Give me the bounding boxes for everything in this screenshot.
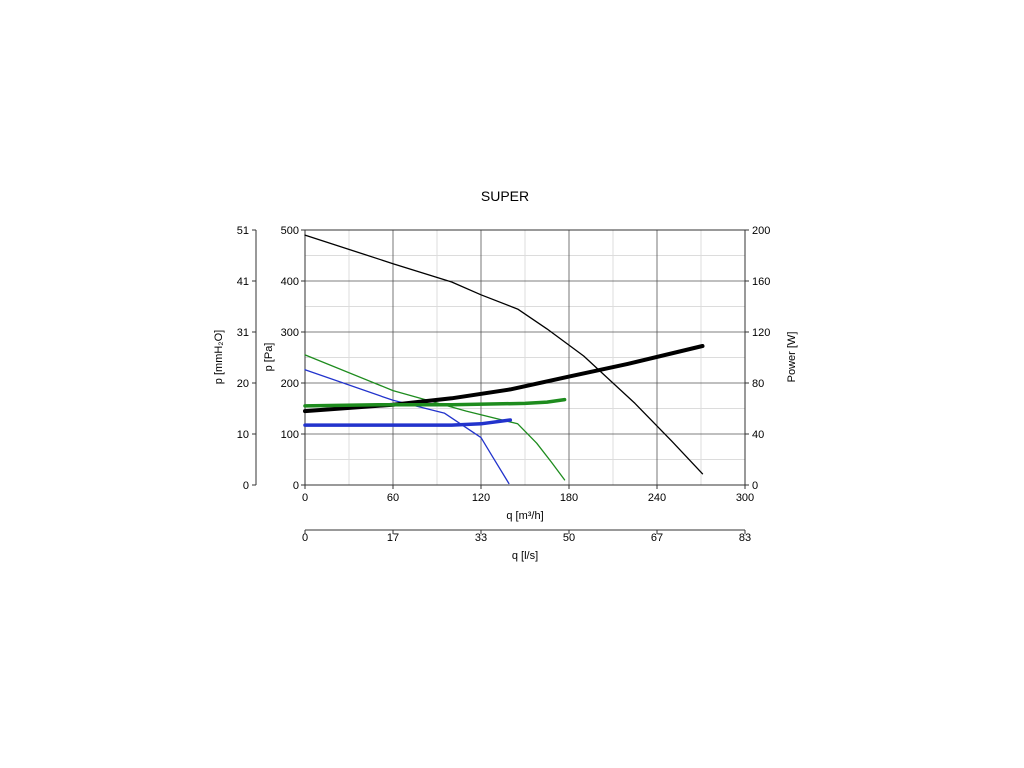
y3-tick-label: 80 xyxy=(752,378,764,390)
y2-tick-label: 0 xyxy=(243,480,249,492)
x-tick-label: 180 xyxy=(560,492,578,504)
y-tick-label: 200 xyxy=(281,378,299,390)
power-curve-6 xyxy=(303,418,513,427)
y2-tick-label: 51 xyxy=(237,225,249,237)
y3-axis-title: Power [W] xyxy=(786,332,798,383)
x2-tick-label: 17 xyxy=(387,532,399,544)
x2-tick-label: 67 xyxy=(651,532,663,544)
y3-tick-label: 200 xyxy=(752,225,770,237)
x-tick-label: 60 xyxy=(387,492,399,504)
power-curve-5 xyxy=(303,397,567,408)
x2-tick-label: 83 xyxy=(739,532,751,544)
chart-title: SUPER xyxy=(481,188,529,204)
y3-tick-label: 160 xyxy=(752,276,770,288)
x2-tick-label: 0 xyxy=(302,532,308,544)
x-tick-label: 0 xyxy=(302,492,308,504)
x-tick-label: 120 xyxy=(472,492,490,504)
y-tick-label: 0 xyxy=(293,480,299,492)
y-tick-label: 300 xyxy=(281,327,299,339)
x2-tick-label: 50 xyxy=(563,532,575,544)
y-tick-label: 500 xyxy=(281,225,299,237)
minor-grid xyxy=(305,230,745,485)
plot-frame xyxy=(304,229,746,486)
y3-tick-label: 0 xyxy=(752,480,758,492)
x-tick-label: 240 xyxy=(648,492,666,504)
pressure-curve-2 xyxy=(304,354,566,481)
y2-axis-title: p [mmH₂O] xyxy=(213,330,225,384)
x2-axis-title: q [l/s] xyxy=(512,550,538,562)
y-axis-title: p [Pa] xyxy=(263,343,275,372)
x2-tick-label: 33 xyxy=(475,532,487,544)
y3-tick-label: 40 xyxy=(752,429,764,441)
pressure-curve-1 xyxy=(304,234,704,475)
series-layer xyxy=(303,234,705,485)
y-tick-label: 400 xyxy=(281,276,299,288)
y2-tick-label: 10 xyxy=(237,429,249,441)
x-tick-label: 300 xyxy=(736,492,754,504)
y2-tick-label: 41 xyxy=(237,276,249,288)
y2-tick-label: 20 xyxy=(237,378,249,390)
x-axis-title: q [m³/h] xyxy=(506,510,543,522)
y3-tick-label: 120 xyxy=(752,327,770,339)
y2-tick-label: 31 xyxy=(237,327,249,339)
y-tick-label: 100 xyxy=(281,429,299,441)
